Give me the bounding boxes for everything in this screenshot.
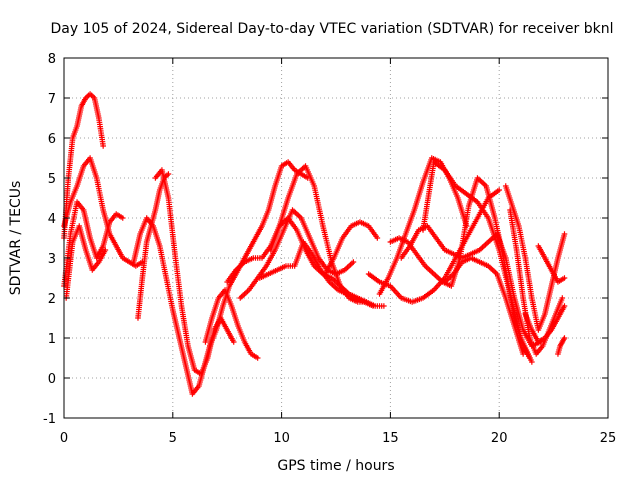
y-tick-label: 1 <box>48 332 56 347</box>
data-point <box>559 295 566 301</box>
data-point <box>496 187 502 193</box>
data-point <box>363 299 370 305</box>
data-point <box>529 359 535 365</box>
series-arc25 <box>555 335 568 357</box>
x-tick-label: 20 <box>491 431 508 446</box>
data-point <box>102 247 109 253</box>
x-tick-label: 25 <box>600 431 617 446</box>
series-arc4 <box>63 223 109 301</box>
axes: 0 5 10 15 20 25 -1 0 1 2 3 4 5 6 7 8 <box>43 52 616 446</box>
series-arc18 <box>398 223 544 349</box>
data-point <box>370 303 376 309</box>
y-tick-label: 5 <box>48 172 56 187</box>
series-arc7 <box>135 171 172 321</box>
series-arc19 <box>420 159 535 365</box>
y-axis-label: SDTVAR / TECUs <box>8 181 24 296</box>
data-point <box>374 235 381 241</box>
plot-frame <box>63 57 609 419</box>
data-point <box>254 355 261 361</box>
data-point <box>561 275 568 281</box>
y-tick-label: 0 <box>48 372 56 387</box>
data-point <box>561 335 568 341</box>
x-tick-label: 5 <box>169 431 177 446</box>
y-tick-label: 2 <box>48 292 56 307</box>
data-point <box>230 339 237 345</box>
y-tick-label: -1 <box>43 412 56 427</box>
series-arc14 <box>322 219 381 277</box>
y-tick-label: 8 <box>48 52 56 67</box>
data-point <box>520 351 526 357</box>
data-point <box>561 303 568 309</box>
x-tick-label: 10 <box>273 431 290 446</box>
series-arc2 <box>61 155 146 269</box>
y-tick-label: 3 <box>48 252 56 267</box>
data-point <box>119 215 126 221</box>
data-points <box>61 91 568 397</box>
x-tick-label: 15 <box>382 431 399 446</box>
data-point <box>381 303 387 309</box>
chart-title: Day 105 of 2024, Sidereal Day-to-day VTE… <box>51 21 614 37</box>
y-tick-label: 6 <box>48 132 56 147</box>
data-point <box>100 143 106 149</box>
series-arc24 <box>535 243 568 285</box>
data-point <box>165 171 172 177</box>
x-tick-label: 0 <box>60 431 68 446</box>
y-tick-label: 7 <box>48 92 56 107</box>
x-axis-label: GPS time / hours <box>277 458 394 474</box>
data-point <box>561 231 568 237</box>
y-tick-label: 4 <box>48 212 56 227</box>
series-arc20 <box>442 255 526 357</box>
series-arc23 <box>522 303 568 345</box>
series-arc13 <box>267 163 370 305</box>
data-point <box>350 259 357 265</box>
